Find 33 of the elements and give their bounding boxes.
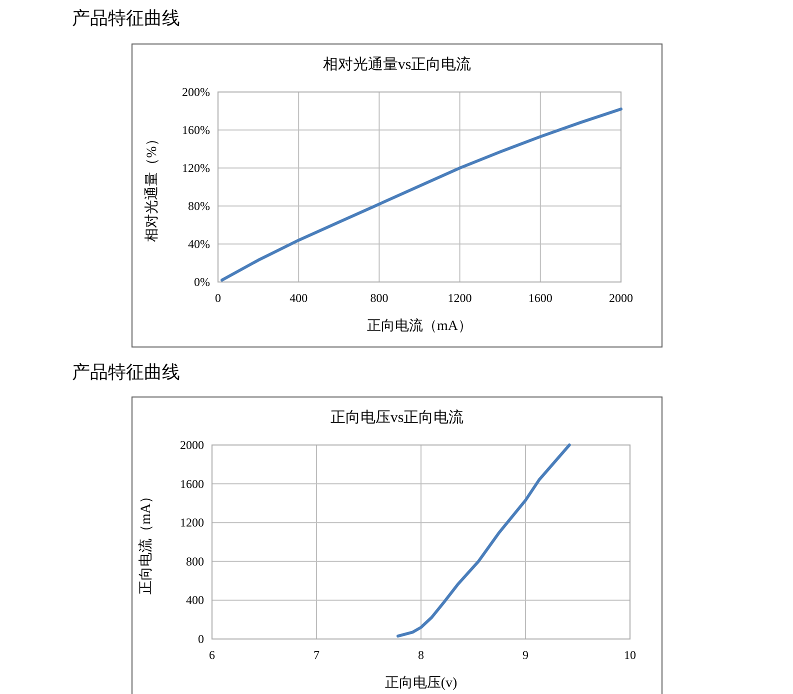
x-tick-label: 7 [314,648,320,662]
y-tick-label: 800 [186,554,204,568]
y-tick-label: 400 [186,593,204,608]
chart-title: 相对光通量vs正向电流 [322,56,472,73]
x-tick-label: 1200 [448,291,472,305]
x-tick-label: 1600 [528,291,552,305]
y-tick-label: 160% [182,123,210,137]
x-tick-label: 6 [209,648,215,662]
x-axis-title: 正向电压(v) [384,675,458,691]
line-series [220,108,622,282]
x-tick-label: 800 [370,291,388,305]
y-tick-label: 200% [182,85,210,99]
y-tick-label: 120% [182,161,210,175]
chart-title: 正向电压vs正向电流 [330,409,464,426]
x-tick-label: 9 [522,648,528,662]
text: 产品特征曲线 [72,362,180,382]
text: 产品特征曲线 [72,8,180,28]
x-tick-label: 0 [215,291,221,305]
y-tick-label: 40% [188,237,210,251]
y-tick-label: 0 [198,632,204,646]
y-tick-label: 2000 [180,438,204,452]
x-tick-label: 2000 [609,291,633,305]
y-tick-label: 1600 [180,476,204,491]
x-tick-label: 10 [624,648,636,662]
y-axis-title: 相对光通量（%） [144,132,160,242]
y-axis-title: 正向电流（mA） [138,490,154,594]
y-tick-label: 1200 [180,516,204,530]
x-tick-label: 400 [290,291,308,305]
x-axis-title: 正向电流（mA） [367,318,472,334]
x-tick-label: 8 [418,648,424,662]
y-tick-label: 0% [194,275,210,289]
line-series [396,444,571,638]
y-tick-label: 80% [188,199,210,213]
